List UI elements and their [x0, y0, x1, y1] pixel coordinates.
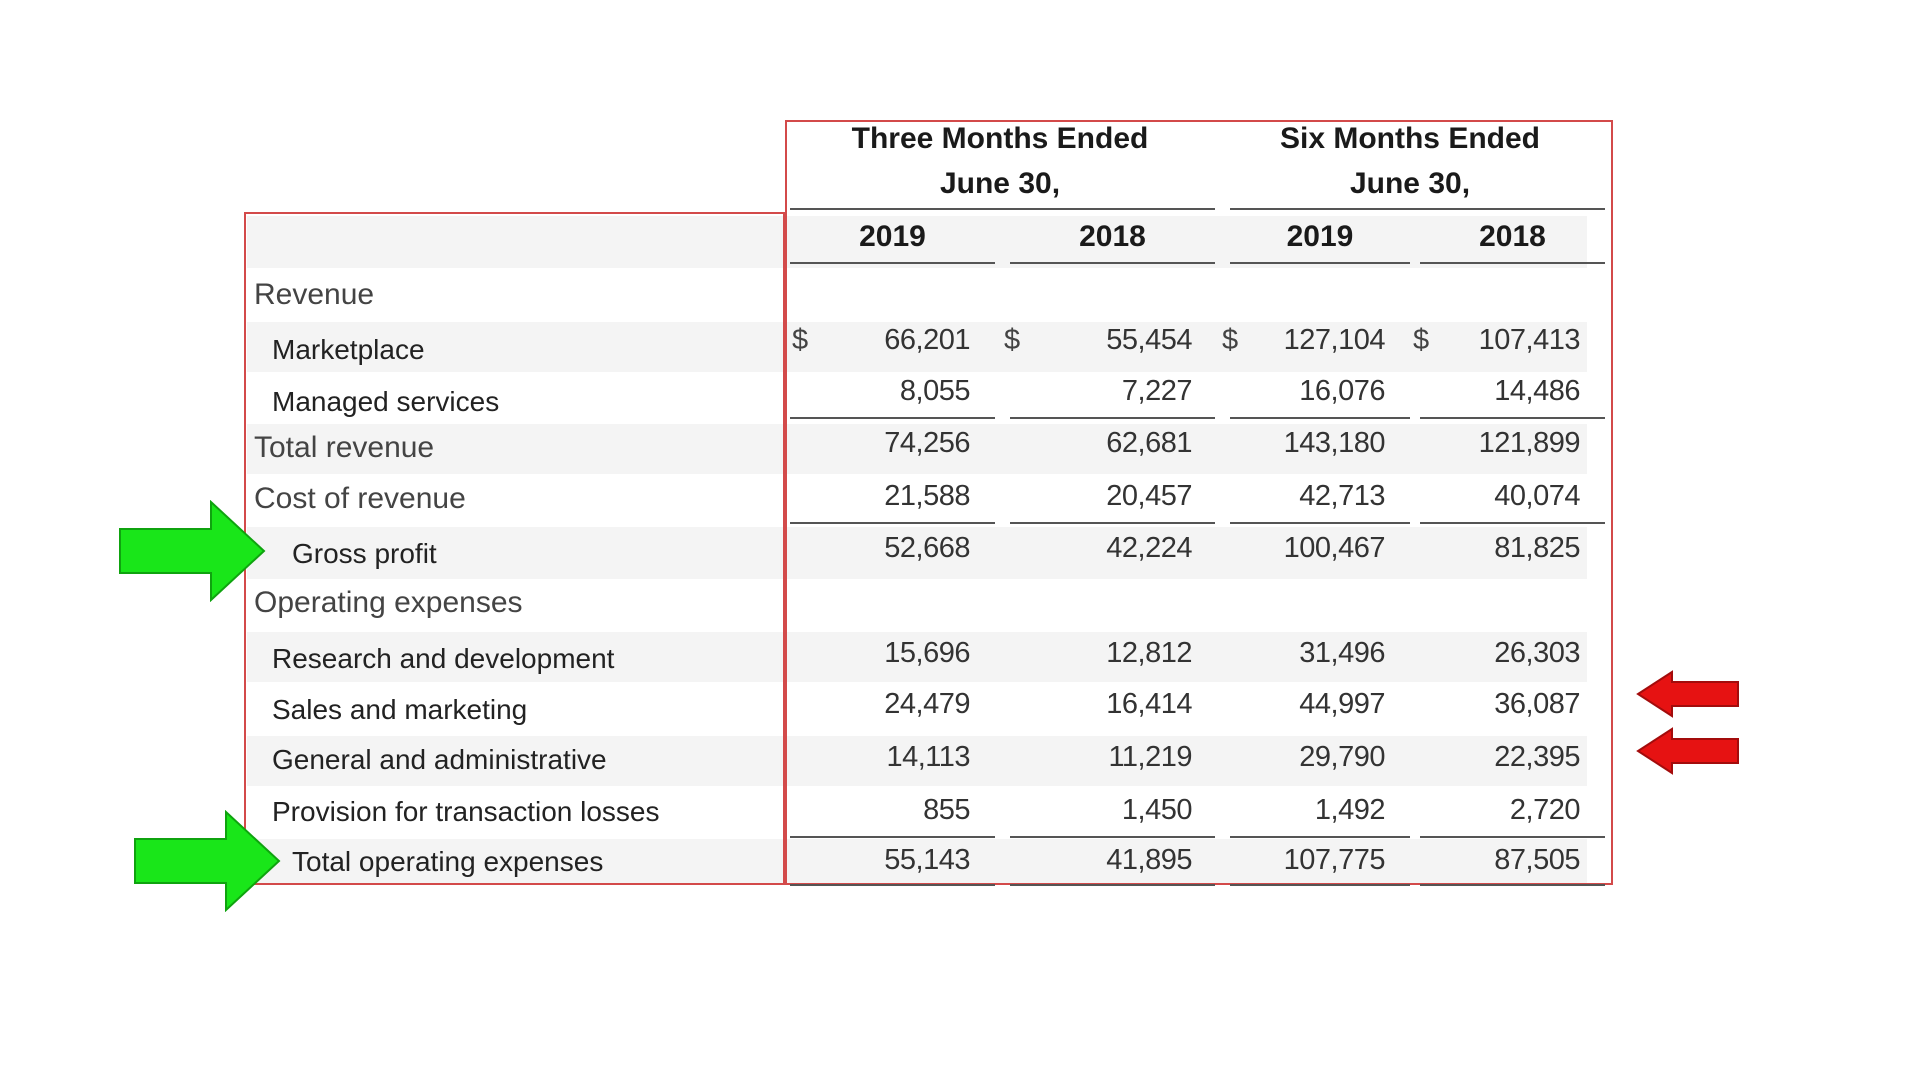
cell-cost-of-revenue-6m-2018: 40,074 — [1494, 480, 1580, 512]
currency-symbol: $ — [1004, 324, 1021, 356]
cell-marketplace-6m-2019: 127,104 — [1283, 324, 1386, 356]
cell-total-revenue-3m-2018: 62,681 — [1106, 427, 1192, 459]
green-arrow-icon — [134, 810, 281, 912]
cell-managed-3m-2019: 8,055 — [899, 375, 971, 407]
row-label-managed-services: Managed services — [272, 386, 500, 417]
year-underline — [1230, 262, 1410, 264]
total-rule — [1010, 884, 1215, 886]
cell-gross-profit-6m-2019: 100,467 — [1283, 532, 1386, 564]
subtotal-rule — [1420, 836, 1605, 838]
year-header: 2018 — [1479, 220, 1546, 253]
subtotal-rule — [1420, 417, 1605, 419]
currency-symbol: $ — [1413, 324, 1430, 356]
cell-sales-marketing-6m-2019: 44,997 — [1299, 688, 1385, 720]
cell-g-and-a-3m-2018: 11,219 — [1108, 741, 1192, 773]
total-rule — [1420, 884, 1605, 886]
cell-marketplace-3m-2018: 55,454 — [1106, 324, 1192, 356]
red-arrow-icon — [1636, 727, 1739, 775]
row-label-revenue: Revenue — [254, 278, 375, 311]
cell-rnd-6m-2018: 26,303 — [1494, 637, 1580, 669]
cell-sales-marketing-3m-2019: 24,479 — [884, 688, 970, 720]
cell-marketplace-3m-2019: 66,201 — [884, 324, 970, 356]
subtotal-rule — [790, 836, 995, 838]
subtotal-rule — [790, 417, 995, 419]
row-band — [247, 322, 1587, 372]
year-underline — [1010, 262, 1215, 264]
cell-cost-of-revenue-3m-2018: 20,457 — [1106, 480, 1192, 512]
six-months-header-line2: June 30, — [1349, 167, 1471, 200]
cell-provision-3m-2019: 855 — [923, 794, 970, 826]
row-label-operating-expenses: Operating expenses — [254, 586, 523, 619]
green-arrow-icon — [119, 500, 266, 602]
row-band — [247, 527, 1587, 579]
cell-g-and-a-3m-2019: 14,113 — [886, 741, 970, 773]
row-band — [247, 424, 1587, 474]
row-label-cost-of-revenue: Cost of revenue — [254, 482, 466, 515]
row-label-marketplace: Marketplace — [272, 334, 425, 365]
currency-symbol: $ — [792, 324, 809, 356]
cell-total-opex-6m-2019: 107,775 — [1283, 844, 1386, 876]
cell-total-revenue-6m-2018: 121,899 — [1478, 427, 1581, 459]
subtotal-rule — [1230, 836, 1410, 838]
subtotal-rule — [1230, 522, 1410, 524]
row-label-gross-profit: Gross profit — [292, 538, 437, 569]
cell-rnd-3m-2019: 15,696 — [884, 637, 970, 669]
row-label-total-revenue: Total revenue — [254, 431, 435, 464]
row-label-general-and-administrative: General and administrative — [272, 744, 607, 775]
subtotal-rule — [1230, 417, 1410, 419]
six-months-header-line1: Six Months Ended — [1279, 122, 1540, 155]
cell-sales-marketing-6m-2018: 36,087 — [1494, 688, 1580, 720]
subtotal-rule — [1010, 522, 1215, 524]
subtotal-rule — [1010, 836, 1215, 838]
subtotal-rule — [1420, 522, 1605, 524]
cell-total-revenue-6m-2019: 143,180 — [1283, 427, 1386, 459]
cell-total-revenue-3m-2019: 74,256 — [884, 427, 970, 459]
cell-managed-6m-2018: 14,486 — [1494, 375, 1580, 407]
row-band — [247, 736, 1587, 786]
row-label-provision-for-transaction-losses: Provision for transaction losses — [272, 796, 660, 827]
row-band — [247, 216, 1587, 268]
cell-rnd-3m-2018: 12,812 — [1106, 637, 1192, 669]
period-underline-six — [1230, 208, 1605, 210]
row-band — [247, 839, 1587, 885]
cell-total-opex-6m-2018: 87,505 — [1494, 844, 1580, 876]
cell-provision-6m-2018: 2,720 — [1509, 794, 1581, 826]
cell-marketplace-6m-2018: 107,413 — [1478, 324, 1581, 356]
year-header: 2019 — [1286, 220, 1354, 253]
total-rule — [790, 884, 995, 886]
row-label-sales-and-marketing: Sales and marketing — [272, 694, 528, 725]
row-label-total-operating-expenses: Total operating expenses — [292, 846, 604, 877]
cell-cost-of-revenue-3m-2019: 21,588 — [884, 480, 970, 512]
three-months-header-line1: Three Months Ended — [851, 122, 1149, 155]
cell-rnd-6m-2019: 31,496 — [1299, 637, 1385, 669]
cell-g-and-a-6m-2019: 29,790 — [1299, 741, 1385, 773]
period-underline-three — [790, 208, 1215, 210]
subtotal-rule — [790, 522, 995, 524]
red-arrow-icon — [1636, 670, 1739, 718]
year-underline — [1420, 262, 1605, 264]
subtotal-rule — [1010, 417, 1215, 419]
cell-provision-6m-2019: 1,492 — [1314, 794, 1386, 826]
cell-managed-6m-2019: 16,076 — [1299, 375, 1385, 407]
cell-managed-3m-2018: 7,227 — [1121, 375, 1193, 407]
cell-gross-profit-3m-2019: 52,668 — [884, 532, 970, 564]
cell-g-and-a-6m-2018: 22,395 — [1494, 741, 1580, 773]
cell-provision-3m-2018: 1,450 — [1121, 794, 1193, 826]
total-rule — [1230, 884, 1410, 886]
cell-gross-profit-6m-2018: 81,825 — [1494, 532, 1580, 564]
row-label-research-and-development: Research and development — [272, 643, 615, 674]
currency-symbol: $ — [1222, 324, 1239, 356]
cell-total-opex-3m-2018: 41,895 — [1106, 844, 1192, 876]
year-header: 2019 — [859, 220, 926, 253]
three-months-header-line2: June 30, — [939, 167, 1061, 200]
cell-total-opex-3m-2019: 55,143 — [884, 844, 970, 876]
cell-gross-profit-3m-2018: 42,224 — [1106, 532, 1192, 564]
cell-cost-of-revenue-6m-2019: 42,713 — [1299, 480, 1385, 512]
row-band — [247, 632, 1587, 682]
cell-sales-marketing-3m-2018: 16,414 — [1106, 688, 1192, 720]
year-underline — [790, 262, 995, 264]
year-header: 2018 — [1079, 220, 1146, 253]
